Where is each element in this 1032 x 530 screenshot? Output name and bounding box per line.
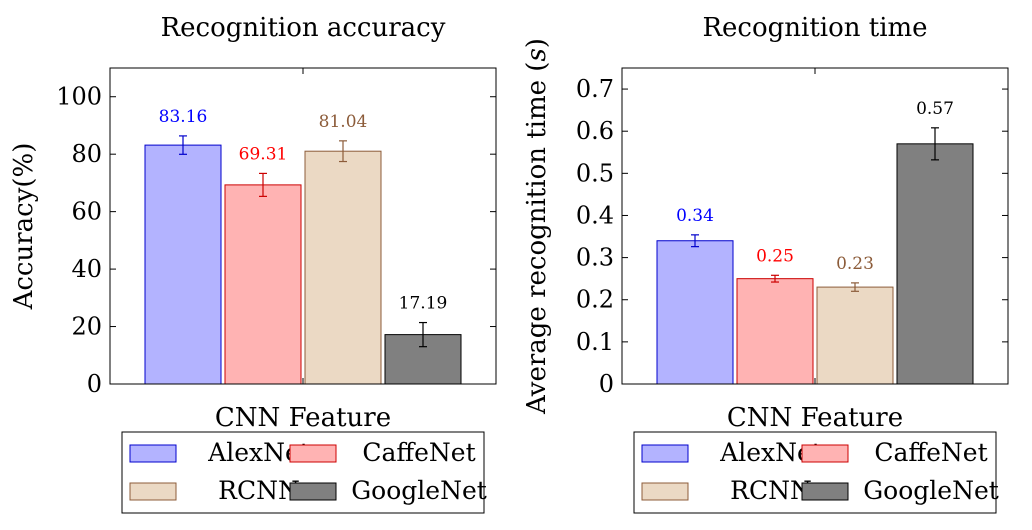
y-tick-label: 60 xyxy=(71,198,102,226)
data-label-googlenet: 0.57 xyxy=(916,99,954,119)
error-bar-googlenet xyxy=(931,127,939,161)
legend-label: GoogleNet xyxy=(863,476,999,505)
chart-title: Recognition time xyxy=(702,13,927,43)
legend-item-googlenet: GoogleNet xyxy=(289,476,487,505)
y-tick-label: 20 xyxy=(71,313,102,341)
legend: AlexNet CaffeNet RCNN GoogleNet xyxy=(121,431,487,514)
error-bar-rcnn xyxy=(851,282,859,292)
y-tick-label: 0.2 xyxy=(576,286,614,314)
y-axis-label: Accuracy(%) xyxy=(9,143,39,311)
legend-label: RCNN xyxy=(218,476,300,505)
legend-item-caffenet: CaffeNet xyxy=(801,438,988,467)
error-bar-alexnet xyxy=(179,135,187,155)
error-bar-googlenet xyxy=(419,321,427,348)
legend-label: RCNN xyxy=(730,476,812,505)
error-bar-rcnn xyxy=(339,140,347,163)
y-tick-label: 0.5 xyxy=(576,159,614,187)
y-tick-label: 0 xyxy=(87,370,102,398)
legend-item-alexnet: AlexNet xyxy=(129,438,310,467)
legend-label: CaffeNet xyxy=(362,438,475,467)
x-axis-label: CNN Feature xyxy=(727,403,903,433)
legend-swatch xyxy=(289,482,337,501)
bar-alexnet xyxy=(144,144,222,385)
y-tick-label: 0.1 xyxy=(576,328,614,356)
y-tick-label: 0.6 xyxy=(576,117,614,145)
x-axis-label: CNN Feature xyxy=(215,403,391,433)
data-label-caffenet: 69.31 xyxy=(239,144,288,164)
chart-title: Recognition accuracy xyxy=(161,13,446,43)
y-tick-label: 0.3 xyxy=(576,244,614,272)
legend-swatch xyxy=(801,444,849,463)
data-label-rcnn: 81.04 xyxy=(319,112,368,132)
data-label-alexnet: 0.34 xyxy=(676,206,714,226)
y-tick-label: 0.7 xyxy=(576,75,614,103)
legend-item-rcnn: RCNN xyxy=(129,476,300,505)
y-tick-label: 40 xyxy=(71,255,102,283)
y-tick-label: 0.4 xyxy=(576,201,614,229)
chart-2: Recognition time 0.34 0.25 0.23 0.57 0 0.1 0.2 0… xyxy=(522,13,1009,514)
y-tick-label: 100 xyxy=(56,83,102,111)
bar-rcnn xyxy=(816,286,894,385)
legend-label: CaffeNet xyxy=(874,438,987,467)
bar-rcnn xyxy=(304,150,382,385)
legend-swatch xyxy=(129,482,177,501)
y-tick-label: 80 xyxy=(71,140,102,168)
error-bar-caffenet xyxy=(771,274,779,283)
legend-label: GoogleNet xyxy=(351,476,487,505)
y-tick-label: 0 xyxy=(599,370,614,398)
legend-item-caffenet: CaffeNet xyxy=(289,438,476,467)
data-label-rcnn: 0.23 xyxy=(836,254,874,274)
legend-item-googlenet: GoogleNet xyxy=(801,476,999,505)
bar-caffenet xyxy=(224,184,302,385)
legend-swatch xyxy=(801,482,849,501)
data-label-alexnet: 83.16 xyxy=(159,107,208,127)
legend-swatch xyxy=(641,444,689,463)
legend-item-rcnn: RCNN xyxy=(641,476,812,505)
error-bar-caffenet xyxy=(259,172,267,197)
data-label-caffenet: 0.25 xyxy=(756,246,794,266)
chart-1: Recognition accuracy 83.16 69.31 81.04 17.19… xyxy=(9,13,497,514)
error-bar-alexnet xyxy=(691,234,699,248)
legend-swatch xyxy=(641,482,689,501)
bar-alexnet xyxy=(656,240,734,385)
legend-swatch xyxy=(289,444,337,463)
legend-swatch xyxy=(129,444,177,463)
data-label-googlenet: 17.19 xyxy=(399,294,448,314)
y-axis-label: Average recognition time (s) xyxy=(522,38,552,415)
bar-googlenet xyxy=(896,143,974,385)
bar-caffenet xyxy=(736,278,814,385)
